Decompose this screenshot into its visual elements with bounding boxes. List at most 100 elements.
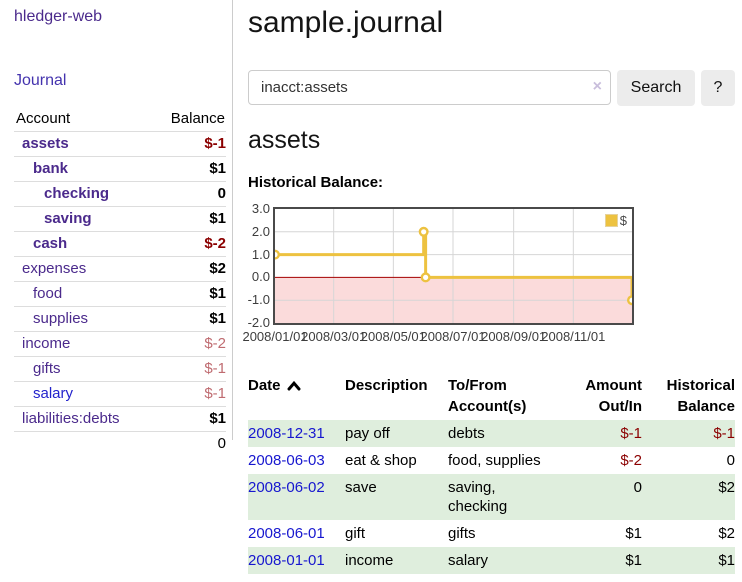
transaction-row: 2008-12-31 pay off debts $-1 $-1: [248, 420, 735, 447]
transaction-description: pay off: [345, 425, 390, 442]
transaction-amount: $1: [625, 552, 642, 569]
account-name-cell: assets: [14, 132, 151, 157]
chart-legend: $: [602, 212, 629, 229]
account-name-cell: supplies: [14, 307, 151, 332]
amount-header-line2: Out/In: [598, 398, 642, 415]
chart-title: Historical Balance:: [248, 174, 384, 191]
transaction-amount: $1: [625, 525, 642, 542]
x-tick-label: 2008/05/01: [360, 329, 426, 344]
transaction-date-link[interactable]: 2008-12-31: [248, 425, 325, 442]
account-name-cell: income: [14, 332, 151, 357]
search-button[interactable]: Search: [617, 70, 695, 106]
x-tick-label: 2008/09/01: [481, 329, 547, 344]
account-row: checking 0: [14, 181, 226, 207]
account-balance: $-1: [204, 135, 226, 152]
account-link[interactable]: cash: [33, 235, 68, 252]
chart-canvas: [275, 209, 632, 323]
transaction-row: 2008-06-01 gift gifts $1 $2: [248, 520, 735, 547]
account-balance: $-1: [204, 385, 226, 402]
main-content: sample.journal × Search ? assets Histori…: [242, 0, 735, 574]
balance-header-line2: Balance: [677, 398, 735, 415]
x-tick-label: 2008/11/01: [541, 329, 606, 344]
chart-y-axis: 3.0 2.0 1.0 0.0 -1.0 -2.0: [234, 202, 270, 330]
date-column-header[interactable]: Date: [248, 373, 345, 420]
account-table-body: assets $-1 bank $1 checking 0 saving $1 cash $-2 e…: [14, 131, 226, 432]
transaction-row: 2008-06-03 eat & shop food, supplies $-2 0: [248, 447, 735, 474]
account-row: assets $-1: [14, 131, 226, 157]
account-balance-table: Account Balance assets $-1 bank $1 checking 0…: [14, 107, 226, 456]
account-balance: $2: [209, 260, 226, 277]
account-balance: $-2: [204, 235, 226, 252]
tofrom-header-line2: Account(s): [448, 398, 527, 415]
account-name-cell: cash: [14, 232, 151, 257]
page-title: sample.journal: [248, 6, 444, 39]
y-tick-label: 1.0: [251, 246, 270, 262]
account-name-cell: food: [14, 282, 151, 307]
transaction-row: 2008-01-01 income salary $1 $1: [248, 547, 735, 574]
transaction-accounts: salary: [448, 552, 489, 569]
account-link[interactable]: supplies: [33, 310, 89, 327]
help-button[interactable]: ?: [701, 70, 735, 106]
account-link[interactable]: saving: [44, 210, 92, 227]
search-input[interactable]: [248, 70, 611, 105]
transaction-date-cell: 2008-06-02: [248, 474, 345, 520]
transaction-description: save: [345, 479, 377, 496]
account-link[interactable]: salary: [33, 385, 74, 402]
total-spacer: [14, 432, 151, 457]
account-link[interactable]: liabilities:debts: [22, 410, 120, 427]
account-link[interactable]: bank: [33, 160, 69, 177]
legend-label: $: [619, 213, 627, 228]
search-input-wrap: ×: [248, 70, 611, 106]
transaction-date-link[interactable]: 2008-01-01: [248, 552, 325, 569]
account-balance: $1: [209, 160, 226, 177]
transactions-table: Date Description To/From Account(s) Amou…: [248, 373, 735, 574]
transaction-description: income: [345, 552, 394, 569]
app-title-link[interactable]: hledger-web: [14, 8, 103, 25]
transaction-date-cell: 2008-06-03: [248, 447, 345, 474]
transactions-header-row: Date Description To/From Account(s) Amou…: [248, 373, 735, 420]
balance-column-header: Balance: [170, 110, 225, 127]
transaction-amount: $-1: [620, 425, 642, 442]
account-balance: $1: [209, 210, 226, 227]
account-name-cell: checking: [14, 182, 151, 207]
chart-x-axis: 2008/01/01 2008/03/01 2008/05/01 2008/07/01…: [242, 329, 632, 347]
account-name-cell: gifts: [14, 357, 151, 382]
account-row: food $1: [14, 281, 226, 307]
account-row: supplies $1: [14, 306, 226, 332]
transaction-balance: $1: [718, 552, 735, 569]
transaction-amount: $-2: [620, 452, 642, 469]
account-balance: 0: [217, 185, 226, 202]
account-link[interactable]: expenses: [22, 260, 87, 277]
transaction-accounts: gifts: [448, 525, 476, 542]
account-balance: $1: [209, 310, 226, 327]
transaction-accounts: saving, checking: [448, 479, 508, 515]
x-tick-label: 2008/01/01: [242, 329, 308, 344]
account-link[interactable]: food: [33, 285, 63, 302]
tofrom-header-line1: To/From: [448, 377, 507, 394]
transaction-date-cell: 2008-06-01: [248, 520, 345, 547]
sidebar: hledger-web Journal Account Balance asse…: [0, 0, 233, 452]
clear-search-icon[interactable]: ×: [592, 78, 602, 95]
transaction-balance: $2: [718, 479, 735, 496]
transaction-date-link[interactable]: 2008-06-02: [248, 479, 325, 496]
account-link[interactable]: checking: [44, 185, 110, 202]
nav-journal-link[interactable]: Journal: [14, 72, 67, 89]
total-balance: 0: [217, 435, 226, 452]
description-column-header: Description: [345, 377, 428, 394]
transaction-description: gift: [345, 525, 366, 542]
y-tick-label: -1.0: [247, 292, 270, 308]
account-link[interactable]: assets: [22, 135, 69, 152]
legend-swatch: [604, 214, 618, 227]
transaction-date-link[interactable]: 2008-06-01: [248, 525, 325, 542]
account-balance: $1: [209, 410, 226, 427]
account-row: liabilities:debts $1: [14, 406, 226, 432]
account-row: gifts $-1: [14, 356, 226, 382]
y-tick-label: -2.0: [247, 315, 270, 330]
account-link[interactable]: income: [22, 335, 71, 352]
historical-balance-chart: 3.0 2.0 1.0 0.0 -1.0 -2.0 $ 2008/01/01 2008/03…: [242, 202, 735, 351]
account-link[interactable]: gifts: [33, 360, 61, 377]
transaction-date-link[interactable]: 2008-06-03: [248, 452, 325, 469]
tofrom-column-header: To/From Account(s): [448, 373, 560, 420]
balance-header-line1: Historical: [666, 377, 735, 394]
transaction-accounts: food, supplies: [448, 452, 541, 469]
